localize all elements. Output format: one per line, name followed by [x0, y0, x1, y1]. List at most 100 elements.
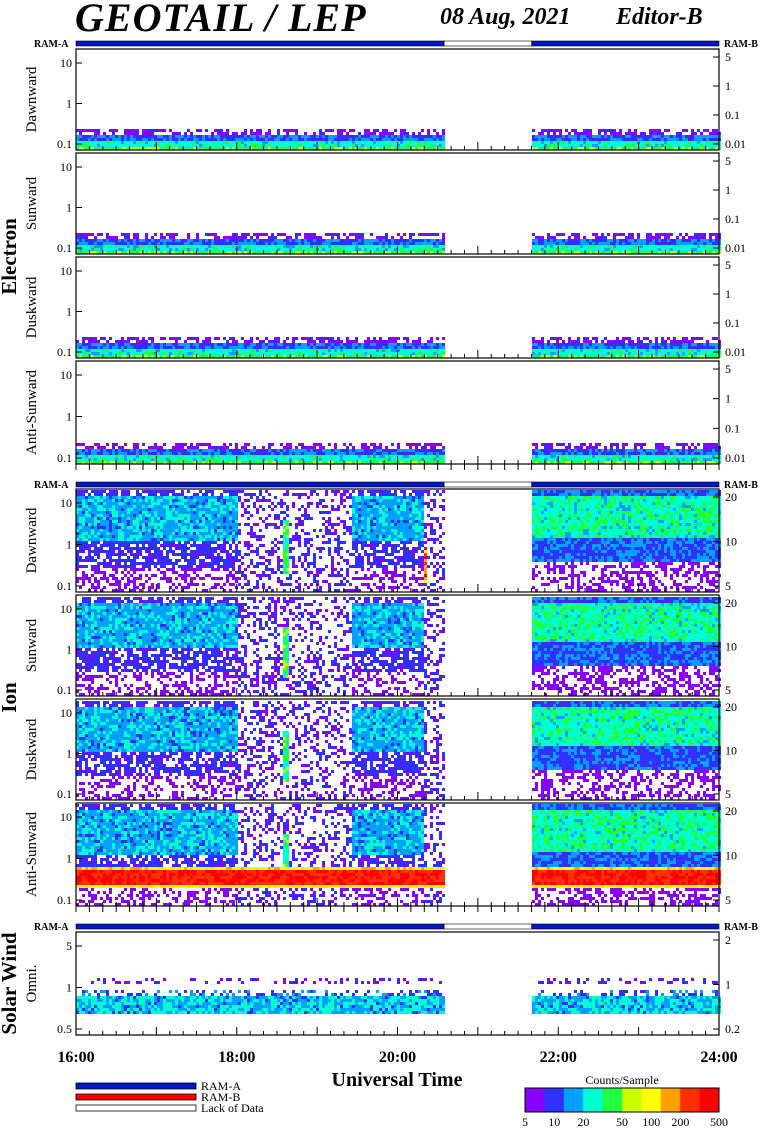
spectrogram-cell [187, 346, 190, 349]
spectrogram-cell [418, 452, 421, 455]
spectrogram-cell [652, 346, 655, 349]
spectrogram-cell [616, 449, 619, 452]
spectrogram-cell [604, 138, 607, 141]
spectrogram-cell [106, 248, 109, 251]
spectrogram-cell [409, 236, 412, 239]
spectrogram-cell [109, 236, 112, 239]
spectrogram-cell [283, 343, 286, 346]
spectrogram-cell [178, 337, 181, 340]
spectrogram-cell [238, 455, 241, 458]
spectrogram-cell [313, 443, 316, 446]
spectrogram-cell [220, 446, 223, 449]
spectrogram-cell [412, 132, 415, 135]
spectrogram-cell [382, 452, 385, 455]
spectrogram-cell [82, 517, 85, 520]
spectrogram-cell [94, 132, 97, 135]
spectrogram-cell [586, 245, 589, 248]
spectrogram-cell [304, 132, 307, 135]
spectrogram-cell [424, 452, 427, 455]
spectrogram-cell [643, 135, 646, 138]
spectrogram-cell [367, 340, 370, 343]
spectrogram-cell [373, 132, 376, 135]
spectrogram-cell [175, 349, 178, 352]
spectrogram-cell [442, 138, 445, 141]
spectrogram-cell [547, 135, 550, 138]
spectrogram-cell [217, 245, 220, 248]
spectrogram-cell [382, 340, 385, 343]
spectrogram-cell [139, 349, 142, 352]
spectrogram-cell [352, 248, 355, 251]
spectrogram-cell [220, 452, 223, 455]
spectrogram-cell [97, 129, 100, 132]
spectrogram-cell [553, 248, 556, 251]
spectrogram-cell [439, 452, 442, 455]
spectrogram-cell [379, 337, 382, 340]
spectrogram-cell [331, 340, 334, 343]
spectrogram-cell [127, 452, 130, 455]
spectrogram-cell [697, 245, 700, 248]
spectrogram-cell [202, 242, 205, 245]
spectrogram-cell [394, 452, 397, 455]
spectrogram-cell [580, 455, 583, 458]
spectrogram-cell [103, 135, 106, 138]
spectrogram-cell [121, 340, 124, 343]
spectrogram-cell [688, 245, 691, 248]
spectrogram-cell [406, 138, 409, 141]
spectrogram-cell [334, 233, 337, 236]
spectrogram-cell [538, 239, 541, 242]
spectrogram-cell [91, 233, 94, 236]
spectrogram-cell [556, 343, 559, 346]
spectrogram-cell [349, 248, 352, 251]
spectrogram-cell [685, 248, 688, 251]
spectrogram-cell [79, 520, 82, 523]
spectrogram-cell [583, 239, 586, 242]
spectrogram-cell [232, 337, 235, 340]
spectrogram-cell [598, 129, 601, 132]
spectrogram-cell [307, 138, 310, 141]
spectrogram-cell [658, 443, 661, 446]
spectrogram-cell [646, 458, 649, 461]
spectrogram-cell [115, 141, 118, 144]
spectrogram-cell [232, 452, 235, 455]
spectrogram-cell [133, 245, 136, 248]
spectrogram-cell [391, 449, 394, 452]
spectrogram-cell [436, 443, 439, 446]
spectrogram-cell [220, 245, 223, 248]
spectrogram-cell [331, 233, 334, 236]
spectrogram-cell [568, 337, 571, 340]
spectrogram-cell [292, 449, 295, 452]
spectrogram-cell [79, 556, 82, 559]
spectrogram-cell [385, 233, 388, 236]
spectrogram-cell [274, 452, 277, 455]
spectrogram-cell [634, 248, 637, 251]
spectrogram-cell [145, 233, 148, 236]
spectrogram-cell [670, 239, 673, 242]
spectrogram-cell [613, 236, 616, 239]
spectrogram-cell [415, 141, 418, 144]
spectrogram-cell [688, 352, 691, 355]
spectrogram-cell [679, 458, 682, 461]
spectrogram-cell [625, 343, 628, 346]
spectrogram-cell [667, 446, 670, 449]
spectrogram-cell [103, 449, 106, 452]
spectrogram-cell [373, 349, 376, 352]
spectrogram-cell [205, 138, 208, 141]
spectrogram-cell [541, 129, 544, 132]
spectrogram-cell [583, 337, 586, 340]
spectrogram-cell [664, 349, 667, 352]
spectrogram-cell [232, 352, 235, 355]
spectrogram-cell [94, 449, 97, 452]
spectrogram-cell [130, 449, 133, 452]
spectrogram-cell [151, 340, 154, 343]
spectrogram-cell [580, 138, 583, 141]
spectrogram-cell [94, 343, 97, 346]
spectrogram-cell [223, 239, 226, 242]
spectrogram-cell [283, 248, 286, 251]
spectrogram-cell [280, 233, 283, 236]
spectrogram-cell [583, 455, 586, 458]
spectrogram-cell [181, 449, 184, 452]
spectrogram-cell [394, 144, 397, 147]
spectrogram-cell [91, 490, 94, 493]
spectrogram-cell [550, 144, 553, 147]
spectrogram-cell [319, 242, 322, 245]
